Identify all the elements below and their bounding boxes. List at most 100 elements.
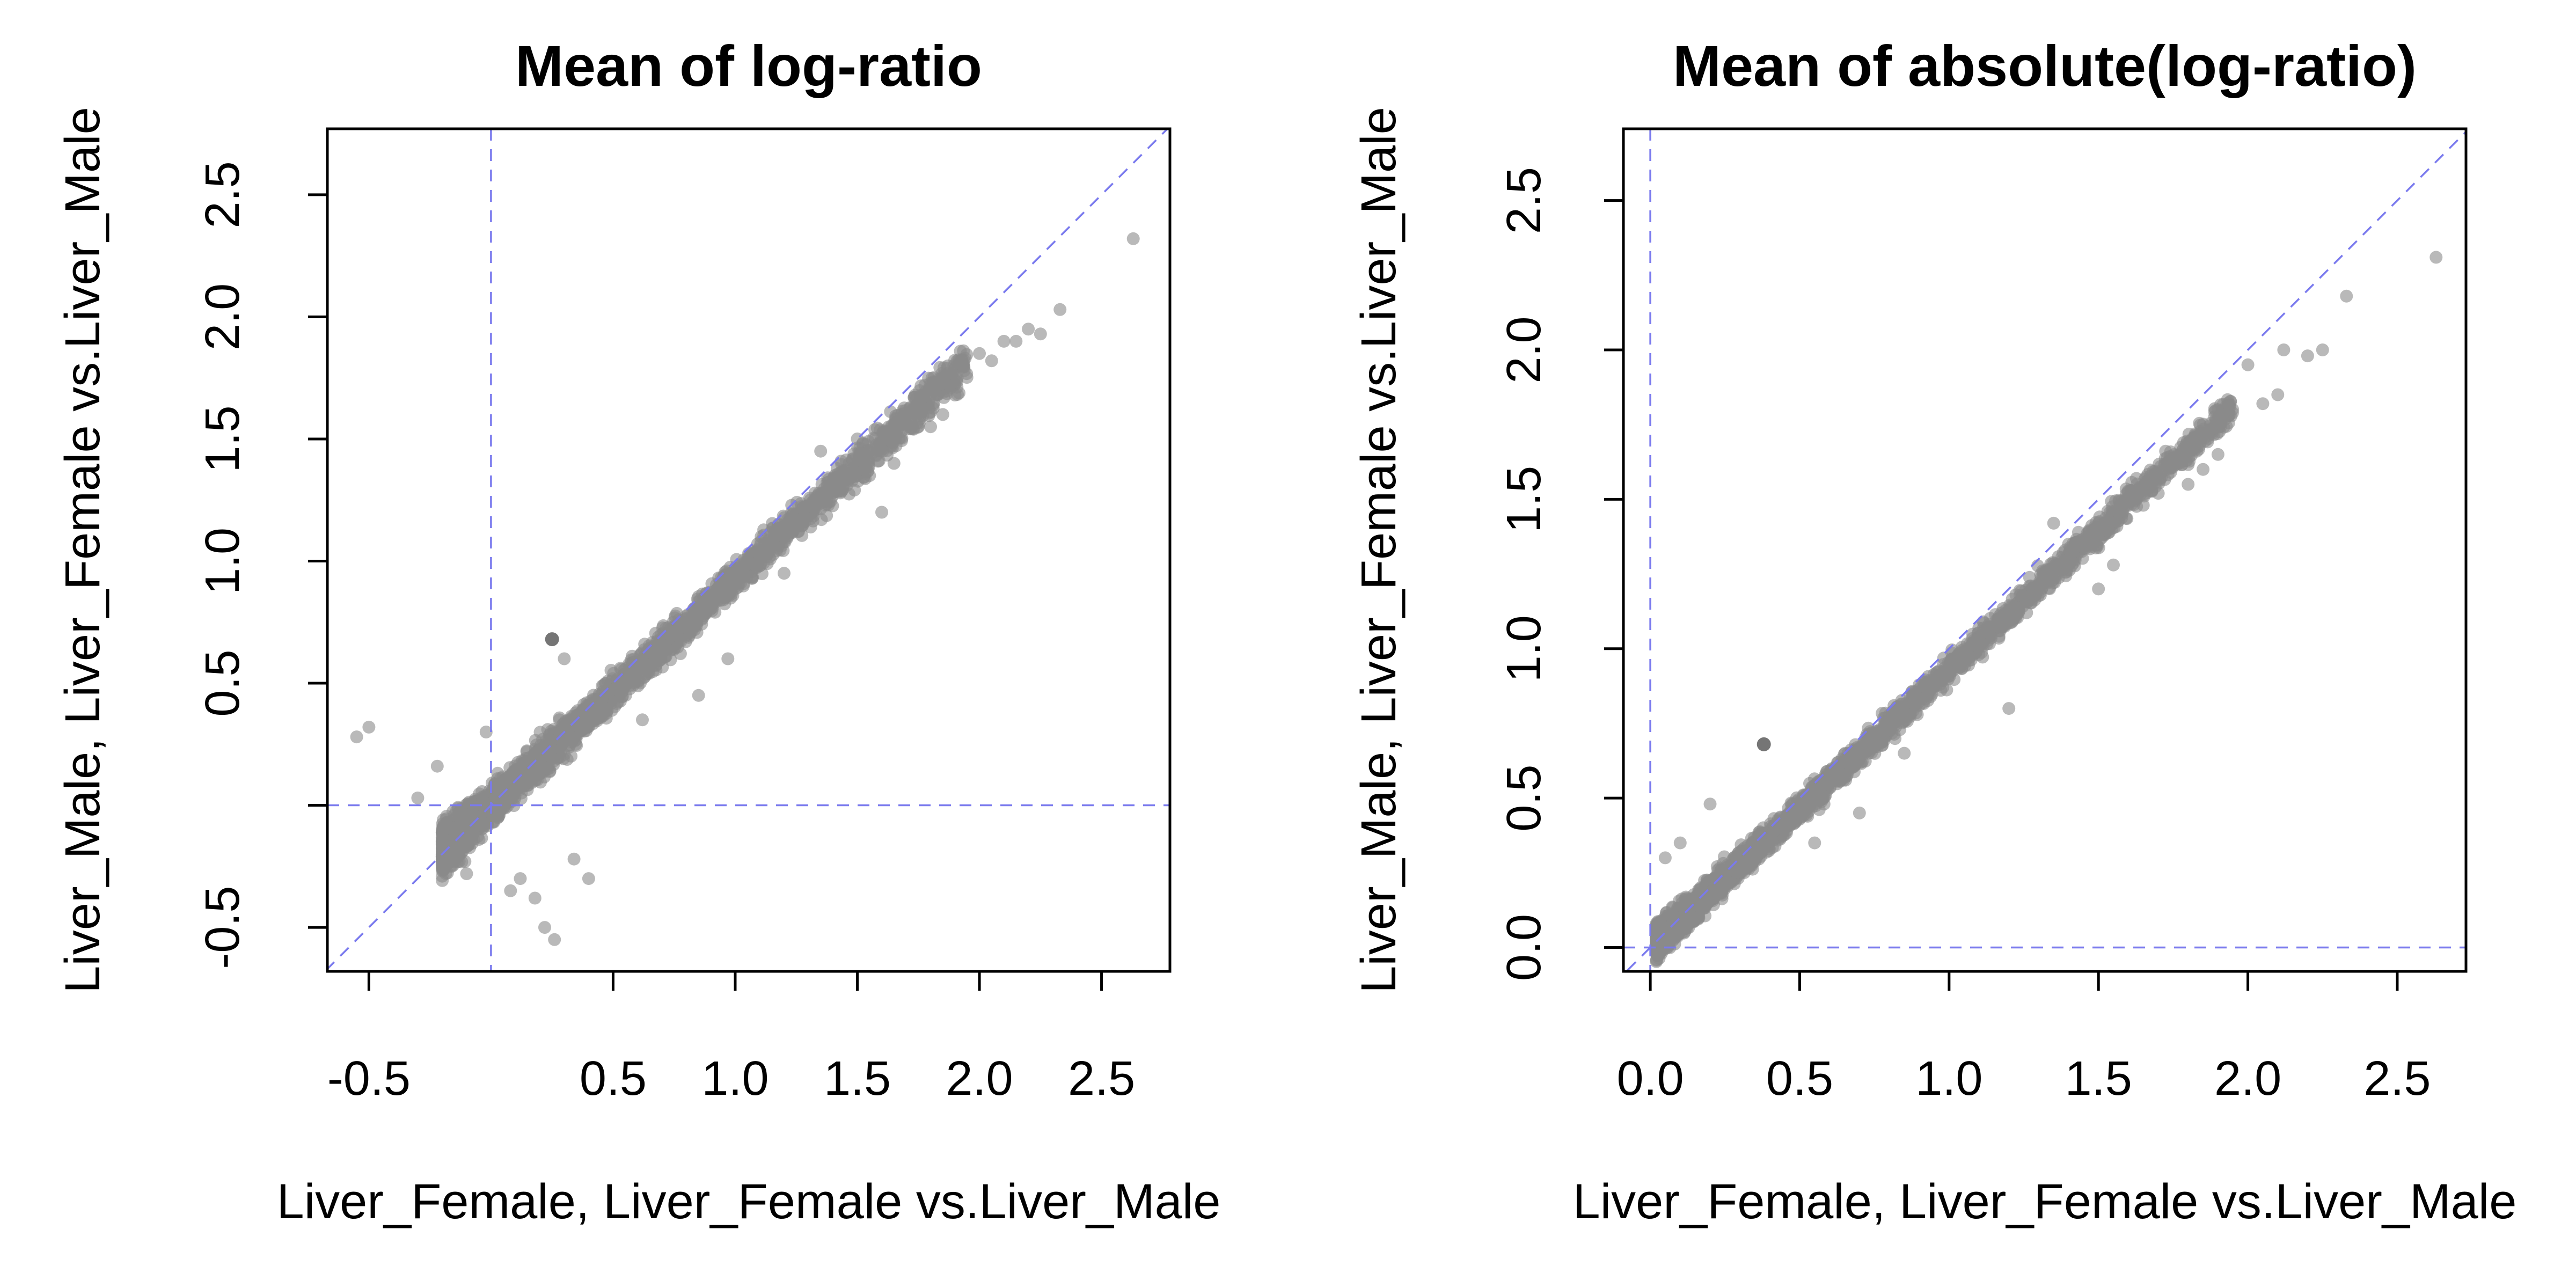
- data-point: [820, 497, 833, 511]
- data-point: [759, 550, 773, 563]
- data-point: [887, 457, 901, 470]
- data-point: [785, 507, 798, 520]
- data-point: [814, 444, 828, 458]
- data-point: [636, 713, 649, 727]
- data-point: [460, 867, 473, 880]
- data-point: [491, 766, 504, 780]
- data-point: [558, 652, 571, 665]
- left-panel: -0.5 0.5 1.0 1.5 2.0 2.5-0.50.51.01.52.02.5Me…: [55, 33, 1220, 1229]
- data-point: [582, 872, 595, 885]
- x-tick-label: -0.5: [327, 1052, 411, 1106]
- data-point: [597, 678, 610, 692]
- data-point: [973, 347, 986, 360]
- data-point: [837, 478, 851, 491]
- data-point: [985, 354, 998, 368]
- data-point: [430, 759, 444, 773]
- x-tick-label: 1.0: [701, 1052, 769, 1106]
- x-tick-label: 2.5: [1068, 1052, 1135, 1106]
- data-point: [479, 726, 493, 738]
- data-point: [936, 408, 949, 421]
- data-point: [479, 803, 492, 816]
- y-tick-label: 1.5: [196, 405, 250, 472]
- data-point: [924, 420, 937, 434]
- data-point: [638, 643, 651, 656]
- data-point: [824, 478, 837, 492]
- data-point: [1009, 334, 1023, 348]
- data-point: [553, 713, 566, 727]
- data-point: [912, 420, 925, 434]
- data-point: [849, 466, 862, 479]
- data-point: [950, 375, 963, 389]
- data-point: [910, 392, 923, 406]
- data-point: [538, 921, 551, 934]
- data-point: [2142, 481, 2155, 494]
- x-tick-label: 1.5: [824, 1052, 891, 1106]
- data-point: [580, 708, 594, 721]
- data-point: [438, 833, 451, 847]
- data-point: [456, 828, 470, 841]
- data-point: [897, 401, 911, 415]
- data-point: [517, 757, 530, 770]
- x-tick-label: 2.0: [946, 1052, 1013, 1106]
- data-point: [778, 567, 791, 580]
- data-point: [682, 631, 695, 644]
- points-layer: [1650, 251, 2443, 968]
- y-tick-label: 0.5: [196, 649, 250, 716]
- highlight-point: [545, 632, 559, 647]
- data-point: [591, 705, 604, 718]
- data-point: [869, 448, 883, 461]
- data-point: [436, 874, 449, 887]
- data-point: [437, 813, 450, 826]
- data-point: [510, 767, 524, 781]
- data-point: [508, 790, 522, 803]
- plot-frame: [326, 127, 1172, 973]
- data-point: [672, 623, 685, 636]
- data-point: [472, 833, 486, 846]
- data-point: [766, 537, 780, 550]
- data-point: [592, 694, 605, 707]
- data-point: [556, 730, 569, 744]
- data-point: [1735, 838, 1748, 852]
- data-point: [1126, 232, 1140, 245]
- data-point: [997, 334, 1011, 348]
- data-point: [784, 523, 797, 537]
- data-point: [836, 464, 849, 478]
- data-point: [914, 379, 928, 392]
- data-point: [884, 405, 897, 419]
- data-point: [937, 375, 950, 388]
- data-point: [535, 751, 548, 764]
- data-point: [721, 652, 735, 665]
- data-point: [350, 730, 363, 744]
- data-point: [875, 506, 888, 519]
- data-point: [599, 712, 613, 725]
- data-point: [1034, 327, 1047, 341]
- points-layer: [350, 232, 1140, 946]
- data-point: [611, 680, 625, 693]
- data-point: [557, 752, 570, 765]
- data-point: [731, 581, 745, 594]
- data-point: [656, 660, 669, 674]
- data-point: [627, 653, 641, 666]
- y-tick-label: 2.5: [196, 161, 250, 228]
- y-tick-label: 2.0: [196, 283, 250, 350]
- data-point: [1053, 303, 1067, 316]
- data-point: [852, 452, 866, 465]
- data-point: [742, 547, 755, 560]
- data-point: [615, 662, 628, 676]
- data-point: [642, 667, 656, 680]
- data-point: [362, 720, 376, 734]
- data-point: [411, 791, 425, 804]
- x-tick-label: 0.5: [580, 1052, 647, 1106]
- data-point: [863, 469, 876, 482]
- data-point: [504, 884, 517, 897]
- data-point: [925, 371, 939, 385]
- chart-title: Mean of log-ratio: [515, 33, 982, 98]
- y-tick-label: -0.5: [196, 886, 250, 969]
- data-point: [528, 891, 541, 905]
- data-point: [691, 604, 705, 618]
- data-point: [873, 436, 887, 450]
- data-point: [815, 513, 828, 526]
- data-point: [692, 689, 705, 702]
- reference-lines: [327, 129, 1170, 971]
